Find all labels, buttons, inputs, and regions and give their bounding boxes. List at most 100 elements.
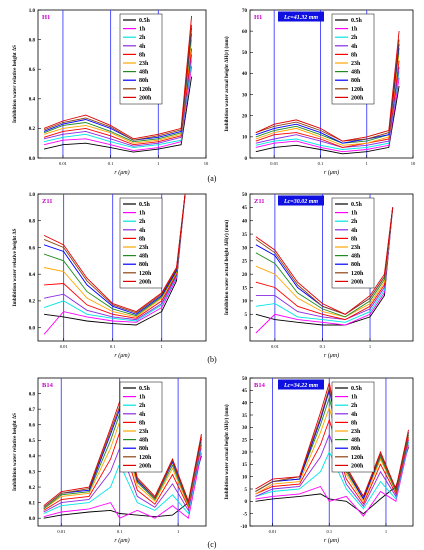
legend-label: 200h xyxy=(351,95,364,101)
series-line-23h xyxy=(255,52,400,146)
legend-label: 1h xyxy=(351,211,358,217)
y-tick-label: 0.2 xyxy=(29,300,36,305)
series-line-48h xyxy=(43,193,186,317)
series-line-1h xyxy=(255,77,400,153)
x-tick-label: 0.01 xyxy=(57,529,65,534)
length-badge xyxy=(278,11,324,22)
x-tick-label: 0.01 xyxy=(270,161,278,166)
series-line-4h xyxy=(255,67,400,148)
y-tick-label: 0.6 xyxy=(29,68,36,73)
y-tick-label: 0.4 xyxy=(29,273,36,278)
series-line-200h xyxy=(43,193,186,313)
series-line-200h xyxy=(43,15,193,140)
x-axis-label: r (μm) xyxy=(324,352,339,359)
x-tick-label: 0.1 xyxy=(108,161,114,166)
y-tick-label: 5 xyxy=(245,488,248,493)
plot-frame xyxy=(249,193,414,342)
legend-label: 200h xyxy=(351,279,364,285)
legend-label: 2h xyxy=(139,219,146,225)
plot-frame xyxy=(37,193,207,342)
legend-label: 80h xyxy=(139,262,149,268)
legend-label: 120h xyxy=(139,455,152,461)
length-badge-text: Lc=41.32 mm xyxy=(283,15,318,21)
legend-label: 8h xyxy=(351,52,358,58)
legend-label: 80h xyxy=(351,262,361,268)
sample-label: B14 xyxy=(254,382,266,389)
y-tick-label: 30 xyxy=(242,93,248,98)
y-tick-label: 0.0 xyxy=(29,157,36,162)
x-axis-label: r (μm) xyxy=(114,537,129,544)
y-tick-label: -5 xyxy=(243,512,248,517)
series-line-8h xyxy=(255,207,394,321)
legend-label: 4h xyxy=(139,44,146,50)
caption-c: (c) xyxy=(208,540,217,549)
x-axis-label: r (μm) xyxy=(324,169,339,176)
series-line-80h xyxy=(43,193,186,315)
chart-a-left: 0.01 0.1 1 10 0.0 0.2 0.4 0.6 0.8 1.0 r (μm) Imbibi… xyxy=(12,9,209,176)
legend-label: 200h xyxy=(351,463,364,469)
y-tick-label: 0.6 xyxy=(29,246,36,251)
y-tick-label: 0.5 xyxy=(29,439,36,444)
y-tick-label: 0.8 xyxy=(29,220,36,225)
sample-label: H1 xyxy=(42,14,50,21)
series-line-4h xyxy=(43,54,193,147)
x-tick-label: 0.1 xyxy=(320,344,326,349)
legend-label: 0.5h xyxy=(139,18,151,24)
legend-label: 120h xyxy=(351,455,364,461)
y-tick-label: 25 xyxy=(242,260,248,265)
legend-label: 23h xyxy=(351,61,361,67)
x-axis-label: r (μm) xyxy=(114,352,129,359)
series-line-80h xyxy=(43,27,193,141)
y-tick-label: 50 xyxy=(242,193,248,198)
legend-label: 4h xyxy=(351,412,358,418)
caption-a: (a) xyxy=(208,174,217,183)
legend-label: 2h xyxy=(351,403,358,409)
legend-label: 4h xyxy=(351,44,358,50)
series-line-1h xyxy=(43,452,202,520)
legend-label: 4h xyxy=(351,228,358,234)
x-tick-label: 1 xyxy=(385,529,387,534)
series-line-0.5h xyxy=(255,86,400,155)
legend-label: 0.5h xyxy=(139,202,151,208)
legend-label: 4h xyxy=(139,228,146,234)
series-line-1h xyxy=(43,66,193,152)
series-line-23h xyxy=(44,193,186,318)
y-tick-label: 20 xyxy=(242,451,248,456)
legend-label: 1h xyxy=(139,27,146,33)
x-tick-label: 1 xyxy=(161,344,163,349)
legend-label: 2h xyxy=(139,403,146,409)
legend-label: 23h xyxy=(351,429,361,435)
y-tick-label: 0.1 xyxy=(29,501,36,506)
legend-label: 80h xyxy=(351,446,361,452)
y-axis-label: Imbibition water actual height ΔH(r) (mm… xyxy=(223,404,230,499)
legend-label: 8h xyxy=(139,52,146,58)
legend-label: 2h xyxy=(139,35,146,41)
y-axis-label: Imbibition water actual height ΔH(r) (mm… xyxy=(223,36,230,131)
legend-label: 4h xyxy=(139,412,146,418)
legend-label: 23h xyxy=(351,245,361,251)
x-tick-label: 0.01 xyxy=(60,344,68,349)
length-badge xyxy=(278,379,324,390)
legend-label: 0.5h xyxy=(139,386,151,392)
x-tick-label: 10 xyxy=(411,161,416,166)
series-line-1h xyxy=(43,193,186,335)
x-axis-label: r (μm) xyxy=(324,537,339,544)
series-line-23h xyxy=(255,207,394,318)
series-line-0.5h xyxy=(255,207,394,326)
x-tick-label: 0.01 xyxy=(269,529,277,534)
y-tick-label: 20 xyxy=(242,115,248,120)
y-tick-label: 0.4 xyxy=(29,98,36,103)
legend-label: 0.5h xyxy=(351,386,363,392)
sample-label: H1 xyxy=(254,14,262,21)
y-tick-label: 10 xyxy=(242,136,248,141)
series-line-120h xyxy=(43,24,193,141)
series-line-4h xyxy=(44,193,186,321)
series-line-4h xyxy=(255,207,394,321)
x-tick-label: 0.1 xyxy=(318,161,324,166)
length-badge-text: Lc=34.22 mm xyxy=(283,383,318,389)
legend-label: 200h xyxy=(139,463,152,469)
legend-label: 48h xyxy=(351,254,361,260)
y-tick-label: 0.0 xyxy=(29,326,36,331)
